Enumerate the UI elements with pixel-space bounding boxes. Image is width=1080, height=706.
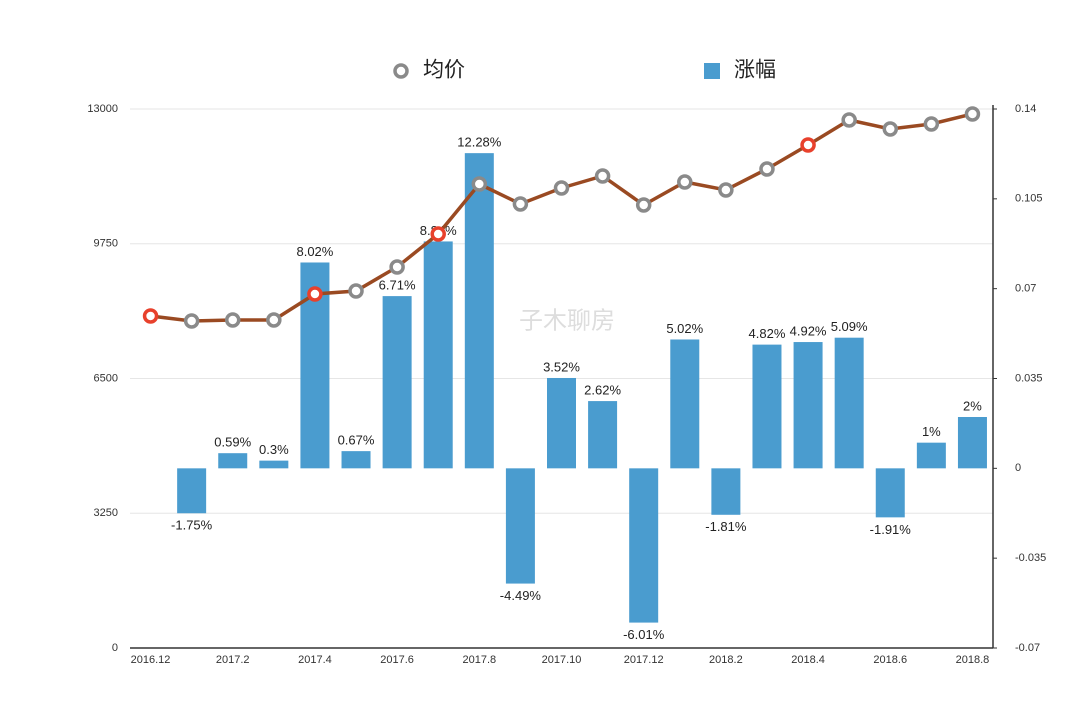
x-tick-label: 2018.8	[956, 654, 990, 666]
legend-marker	[393, 63, 409, 79]
data-label: 1%	[922, 424, 941, 439]
bar	[793, 342, 823, 469]
bar	[875, 468, 905, 518]
line	[150, 112, 973, 323]
x-tick-label: 2017.10	[542, 654, 582, 666]
bar	[670, 339, 700, 469]
data-label: 6.71%	[379, 278, 416, 293]
bar	[752, 344, 782, 469]
bar	[834, 337, 864, 469]
line-marker	[882, 121, 899, 137]
y2-tick-label: 0	[1015, 462, 1021, 474]
data-label: 2%	[963, 398, 982, 413]
bar	[629, 468, 659, 623]
watermark: 子木聊房	[519, 307, 615, 334]
y-tick-label: 3250	[94, 507, 118, 519]
y2-tick-label: 0.07	[1015, 283, 1036, 295]
bar	[177, 468, 207, 514]
line-marker	[266, 312, 282, 328]
bar	[464, 153, 494, 469]
data-label: 0.3%	[259, 442, 289, 457]
line-marker	[142, 308, 159, 324]
x-tick-label: 2016.12	[131, 654, 171, 666]
legend-marker	[704, 63, 720, 79]
line-marker	[677, 174, 693, 190]
data-label: -1.75%	[171, 518, 213, 533]
y2-tick-label: 0.105	[1015, 193, 1043, 205]
data-label: 3.52%	[543, 359, 580, 374]
x-tick-label: 2017.2	[216, 654, 250, 666]
data-label: 4.82%	[749, 326, 786, 341]
line-marker	[224, 312, 241, 328]
line-marker	[553, 180, 570, 196]
x-tick-label: 2017.8	[462, 654, 496, 666]
bar	[711, 468, 741, 515]
data-label: -4.49%	[500, 588, 542, 603]
line-marker	[471, 176, 488, 192]
line-marker	[841, 112, 857, 128]
line-marker	[635, 197, 652, 213]
y-tick-label: 13000	[87, 103, 118, 115]
bar	[423, 241, 453, 469]
data-label: 5.09%	[831, 319, 868, 334]
line-marker	[718, 182, 734, 198]
x-tick-label: 2017.4	[298, 654, 332, 666]
line-marker	[594, 168, 611, 184]
line-marker	[430, 226, 446, 242]
data-label: -6.01%	[623, 627, 665, 642]
data-label: 0.67%	[338, 433, 375, 448]
bar	[341, 451, 371, 469]
bar	[916, 442, 946, 469]
x-tick-label: 2017.6	[380, 654, 414, 666]
line-marker	[307, 286, 323, 302]
line-marker	[512, 196, 529, 212]
bar	[957, 417, 987, 469]
data-label: 12.28%	[457, 135, 502, 150]
y2-tick-label: -0.07	[1015, 642, 1040, 654]
line-marker	[389, 259, 405, 275]
data-label: 5.02%	[666, 321, 703, 336]
data-label: 0.59%	[214, 435, 251, 450]
bar	[547, 377, 576, 469]
data-label: -1.81%	[705, 519, 747, 534]
x-tick-label: 2018.6	[873, 654, 907, 666]
bar	[382, 296, 412, 469]
y2-tick-label: 0.035	[1015, 372, 1043, 384]
y-tick-label: 0	[112, 642, 118, 654]
y-tick-label: 9750	[94, 238, 118, 250]
legend-label: 涨幅	[734, 59, 776, 82]
x-tick-label: 2017.12	[624, 654, 664, 666]
line-marker	[800, 137, 816, 153]
bar	[505, 468, 535, 584]
legend-label: 均价	[423, 59, 465, 82]
data-label: 4.92%	[790, 323, 827, 338]
data-label: 8.02%	[296, 244, 333, 259]
x-tick-label: 2018.2	[709, 654, 743, 666]
bar	[259, 460, 289, 469]
y-tick-label: 6500	[94, 372, 118, 384]
data-label: -1.91%	[870, 522, 912, 537]
y2-tick-label: 0.14	[1015, 103, 1036, 115]
line-marker	[759, 161, 775, 177]
x-tick-label: 2018.4	[791, 654, 825, 666]
bar	[218, 453, 248, 469]
line-marker	[183, 313, 200, 329]
y2-tick-label: -0.035	[1015, 552, 1046, 564]
bar	[588, 401, 618, 469]
line-marker	[923, 116, 940, 132]
data-label: 2.62%	[584, 383, 621, 398]
line-marker	[348, 283, 364, 299]
line-marker	[964, 106, 981, 122]
